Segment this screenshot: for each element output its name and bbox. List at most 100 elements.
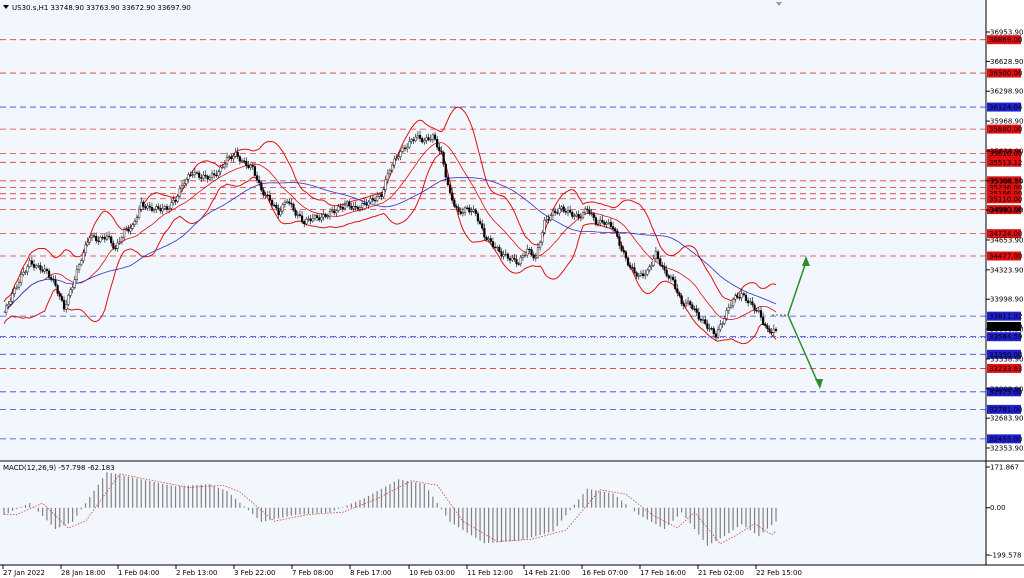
candle-body: [697, 312, 700, 320]
candle-body: [493, 246, 497, 248]
candle-body: [153, 209, 156, 211]
level-label: 35166.00: [989, 190, 1022, 198]
candle-body: [401, 147, 404, 152]
candle-body: [273, 204, 276, 207]
level-label: 36869.00: [989, 36, 1022, 44]
candle-body: [303, 221, 306, 225]
candle-body: [712, 328, 715, 335]
candle-body: [453, 200, 456, 207]
x-tick-label: 22 Feb 15:00: [756, 569, 802, 577]
candle-body: [646, 269, 649, 275]
candle-body: [534, 256, 537, 259]
down-arrow-head: [815, 379, 823, 389]
candle-body: [481, 223, 484, 229]
candle-body: [566, 209, 570, 213]
level-label: 36500.00: [989, 70, 1022, 78]
candle-body: [210, 173, 214, 178]
candle-body: [373, 199, 377, 202]
candle-body: [223, 163, 226, 168]
candle-body: [536, 247, 540, 258]
candle-body: [176, 196, 179, 202]
candle-body: [650, 264, 653, 267]
candle-body: [54, 279, 57, 286]
symbol-menu-icon[interactable]: [3, 5, 9, 9]
macd-tick-label: -199.578: [990, 552, 1021, 560]
candle-body: [322, 214, 325, 218]
candle-body: [249, 165, 252, 168]
candle-body: [371, 198, 374, 201]
candle-body: [367, 201, 370, 206]
candle-body: [504, 253, 507, 256]
y-tick-label: 35968.90: [990, 118, 1023, 126]
candle-body: [56, 285, 59, 294]
candle-body: [232, 156, 235, 159]
candle-body: [195, 172, 199, 174]
x-tick-label: 17 Feb 16:00: [640, 569, 686, 577]
x-tick-label: 21 Feb 02:00: [698, 569, 744, 577]
candle-body: [97, 240, 100, 242]
level-label-box: [987, 363, 1021, 373]
candle-body: [472, 209, 475, 212]
candle-body: [695, 308, 698, 313]
candle-body: [541, 232, 544, 243]
candle-body: [88, 237, 91, 243]
candle-body: [734, 295, 737, 300]
level-label-box: [987, 404, 1021, 414]
candle-body: [594, 217, 597, 225]
candle-body: [667, 275, 670, 279]
candle-body: [498, 246, 501, 252]
candle-body: [39, 265, 42, 271]
candle-body: [592, 213, 595, 218]
candle-body: [403, 147, 407, 150]
level-label-box: [987, 182, 1021, 192]
candle-body: [41, 269, 44, 272]
candle-body: [22, 272, 25, 275]
candle-body: [719, 324, 722, 330]
candle-body: [384, 179, 387, 190]
candle-body: [236, 152, 239, 157]
candle-body: [416, 135, 419, 138]
candle-body: [558, 208, 561, 214]
current-price-label: 33697.90: [989, 323, 1022, 331]
scroll-indicator-icon[interactable]: [776, 2, 782, 6]
candle-body: [163, 206, 166, 209]
level-label-box: [987, 124, 1021, 134]
candle-body: [230, 156, 233, 159]
candle-body: [144, 206, 147, 209]
candle-body: [290, 203, 293, 205]
candle-body: [478, 220, 482, 224]
candle-body: [652, 258, 655, 266]
candle-body: [577, 214, 580, 219]
candle-body: [189, 174, 192, 176]
candle-body: [749, 301, 752, 304]
candle-body: [684, 302, 688, 307]
candle-body: [506, 253, 510, 259]
candle-body: [586, 208, 589, 211]
candle-body: [429, 139, 432, 141]
candle-body: [30, 260, 33, 265]
level-label: 35236.00: [989, 184, 1022, 192]
projection-arrows: [772, 256, 823, 389]
candle-body: [637, 275, 640, 277]
candle-body: [35, 265, 38, 268]
candle-body: [727, 307, 730, 311]
candle-body: [732, 299, 735, 307]
candle-body: [26, 266, 29, 273]
candle-body: [665, 269, 668, 276]
candle-body: [421, 138, 424, 143]
candle-body: [328, 211, 332, 217]
candle-body: [300, 215, 304, 222]
candle-body: [717, 329, 720, 338]
candle-body: [618, 236, 621, 246]
candle-body: [395, 157, 398, 160]
candle-body: [165, 206, 169, 210]
candle-body: [251, 165, 254, 167]
candle-body: [116, 242, 119, 249]
candle-body: [155, 206, 158, 210]
candle-body: [275, 205, 278, 209]
candle-body: [140, 201, 143, 210]
candle-body: [114, 247, 117, 250]
y-tick-label: 35638.90: [990, 147, 1023, 155]
candle-body: [423, 140, 426, 143]
